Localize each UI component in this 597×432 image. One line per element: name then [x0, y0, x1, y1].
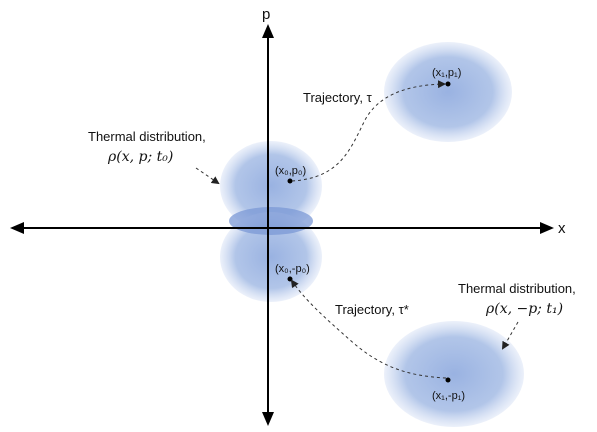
trajectory-tau-star-label: Trajectory, τ* [335, 302, 409, 317]
x-axis-label: x [558, 220, 566, 237]
point-label-x1-p1: (x₁,p₁) [432, 67, 461, 79]
point-label-x0-minus-p0: (x₀,-p₀) [275, 263, 310, 275]
p-axis-label: p [262, 6, 270, 23]
thermal-right-formula: ρ(x, −p; t₁) [485, 301, 563, 317]
point-label-x0-p0: (x₀,p₀) [275, 165, 306, 177]
p-axis-arrow-top [262, 24, 274, 38]
point-x0-minus-p0 [287, 276, 293, 282]
p-axis-arrow-bottom [262, 412, 274, 426]
distribution-overlap [229, 207, 313, 235]
point-x1-minus-p1 [445, 377, 451, 383]
distribution-upper-center [220, 141, 322, 231]
thermal-right-title: Thermal distribution, [458, 281, 576, 296]
trajectory-tau-label: Trajectory, τ [303, 90, 373, 105]
point-label-x1-minus-p1: (x₁,-p₁) [432, 390, 465, 402]
thermal-right-pointer [502, 321, 519, 350]
point-x1-p1 [445, 81, 451, 87]
point-x0-p0 [287, 178, 293, 184]
thermal-left-formula: ρ(x, p; t₀) [107, 149, 173, 165]
thermal-left-pointer [195, 167, 220, 185]
x-axis-arrow-left [10, 222, 24, 234]
distribution-top-right [384, 42, 512, 142]
thermal-left-title: Thermal distribution, [88, 129, 206, 144]
x-axis-arrow-right [540, 222, 554, 234]
trajectory-tau-star-path [290, 279, 447, 379]
distribution-bottom-right [384, 321, 524, 427]
